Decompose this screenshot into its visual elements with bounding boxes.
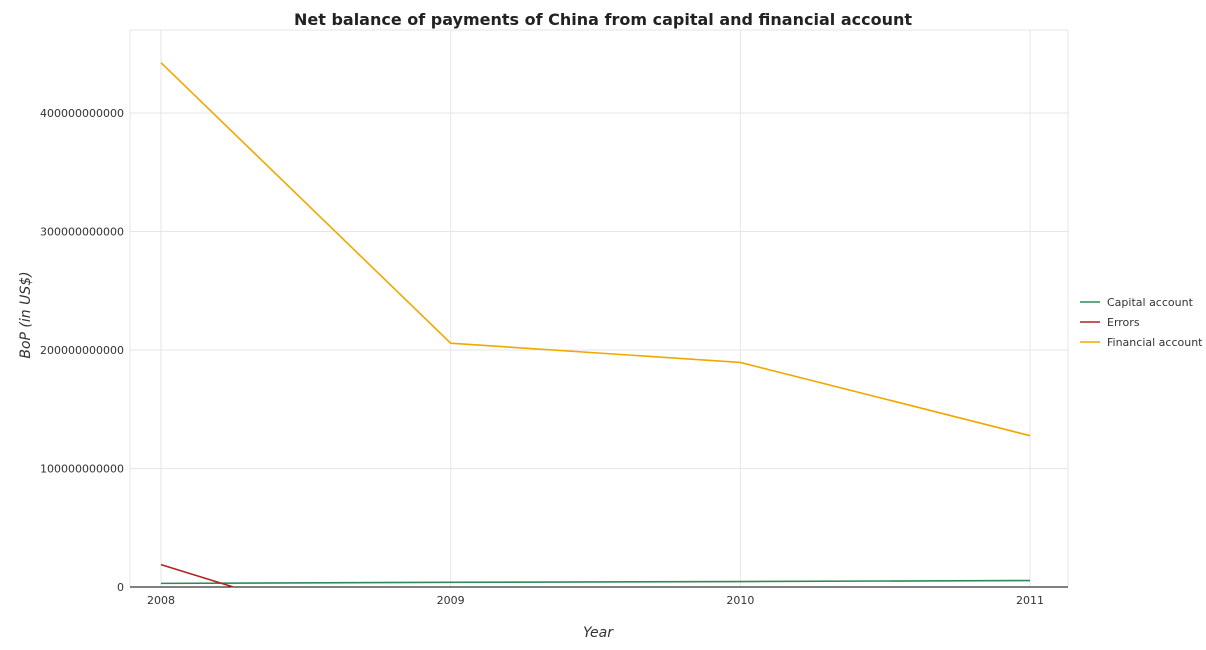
y-tick-label: 100000000000 — [40, 462, 124, 475]
y-tick-label: 200000000000 — [40, 344, 124, 357]
plot-area-frame — [129, 29, 1069, 588]
series-lines — [160, 62, 1031, 588]
y-tick-label: 0 — [117, 581, 124, 594]
x-axis-title: Year — [583, 625, 614, 641]
legend-label-capital-account: Capital account — [1107, 296, 1194, 309]
x-tick-label: 2010 — [726, 594, 754, 607]
x-tick-label: 2011 — [1016, 594, 1044, 607]
chart-title: Net balance of payments of China from ca… — [294, 10, 912, 29]
y-tick-label: 300000000000 — [40, 225, 124, 238]
y-tick-label: 400000000000 — [40, 107, 124, 120]
series-line-errors — [160, 563, 234, 588]
x-tick-label: 2009 — [437, 594, 465, 607]
x-tick-label: 2008 — [147, 594, 175, 607]
series-line-financial-account — [160, 62, 1031, 437]
series-line-capital-account — [160, 579, 1031, 585]
legend: Capital account Errors Financial account — [1080, 296, 1203, 349]
y-axis-title: BoP (in US$) — [18, 271, 34, 358]
grid — [129, 29, 1069, 588]
axes: 0 100000000000 200000000000 300000000000 400… — [40, 107, 1068, 607]
legend-label-financial-account: Financial account — [1107, 336, 1203, 349]
legend-label-errors: Errors — [1107, 316, 1140, 329]
